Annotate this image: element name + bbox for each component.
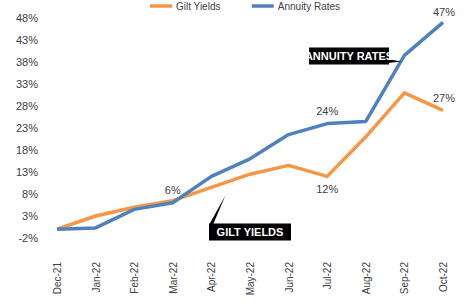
legend-swatch [150,4,172,8]
annotation-box [209,224,291,241]
data-label: 27% [433,92,455,104]
data-label: 47% [433,6,455,18]
x-tick-label: Feb-22 [129,262,140,294]
data-label: 12% [316,183,338,195]
x-tick-label: Dec-21 [52,262,63,295]
legend-label: Annuity Rates [278,1,340,12]
annotation: ANNUITY RATES [305,48,402,65]
x-tick-label: Jul-22 [322,262,333,290]
x-tick-label: Jun-22 [284,262,295,293]
y-tick-label: 28% [16,100,38,112]
y-tick-label: 13% [16,166,38,178]
y-tick-label: 48% [16,12,38,24]
data-label: 24% [316,105,338,117]
chart: -2% 3% 8% 13% 18% 23% 28% 33% 38% 43% 48% Dec-21 Jan… [0,0,466,304]
series-line [57,93,443,229]
x-tick-label: Mar-22 [168,262,179,294]
x-tick-label: Jan-22 [91,262,102,293]
y-tick-label: 3% [22,210,38,222]
y-tick-label: 23% [16,122,38,134]
x-tick-label: Apr-22 [206,262,217,292]
y-tick-label: 33% [16,78,38,90]
x-tick-label: May-22 [245,262,256,296]
y-tick-label: 38% [16,56,38,68]
annotation: GILT YIELDS [209,195,291,240]
y-tick-label: 18% [16,144,38,156]
x-tick-label: Oct-22 [438,262,449,292]
y-tick-label: 8% [22,188,38,200]
data-label: 6% [165,184,181,196]
annotation-text: ANNUITY RATES [305,50,393,62]
x-tick-label: Aug-22 [361,262,372,295]
legend-swatch [252,4,274,8]
series-line [57,22,443,229]
y-tick-label: -2% [18,232,38,244]
x-tick-label: Sep-22 [399,262,410,295]
y-tick-label: 43% [16,34,38,46]
legend-label: Gilt Yields [176,1,220,12]
legend: Gilt Yields Annuity Rates [150,1,340,12]
lines [57,22,443,229]
annotation-text: GILT YIELDS [217,226,284,238]
